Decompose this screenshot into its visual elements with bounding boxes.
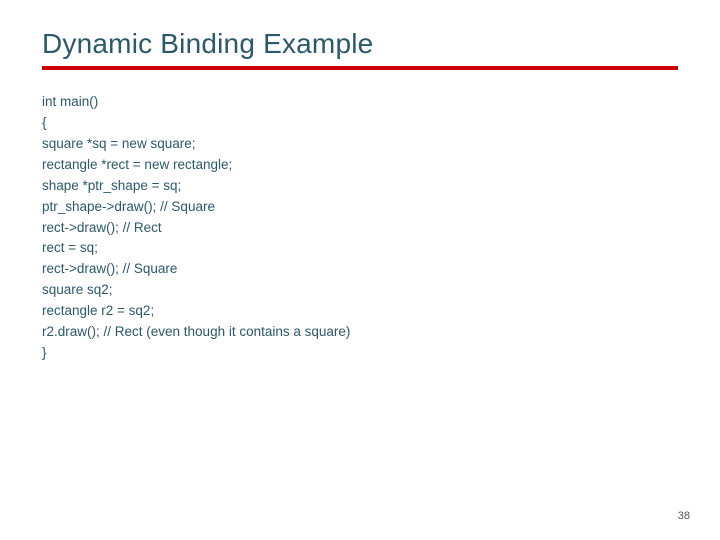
code-line: rect->draw(); // Rect	[42, 218, 678, 239]
code-line: int main()	[42, 92, 678, 113]
code-block: int main() { square *sq = new square; re…	[42, 92, 678, 364]
code-line: r2.draw(); // Rect (even though it conta…	[42, 322, 678, 343]
code-line: square sq2;	[42, 280, 678, 301]
code-line: rect = sq;	[42, 238, 678, 259]
code-line: shape *ptr_shape = sq;	[42, 176, 678, 197]
code-line: rectangle *rect = new rectangle;	[42, 155, 678, 176]
code-line: {	[42, 113, 678, 134]
code-line: }	[42, 343, 678, 364]
code-line: ptr_shape->draw(); // Square	[42, 197, 678, 218]
slide: Dynamic Binding Example int main() { squ…	[0, 0, 720, 540]
page-number: 38	[678, 510, 690, 522]
slide-title: Dynamic Binding Example	[42, 28, 678, 70]
code-line: square *sq = new square;	[42, 134, 678, 155]
code-line: rectangle r2 = sq2;	[42, 301, 678, 322]
code-line: rect->draw(); // Square	[42, 259, 678, 280]
